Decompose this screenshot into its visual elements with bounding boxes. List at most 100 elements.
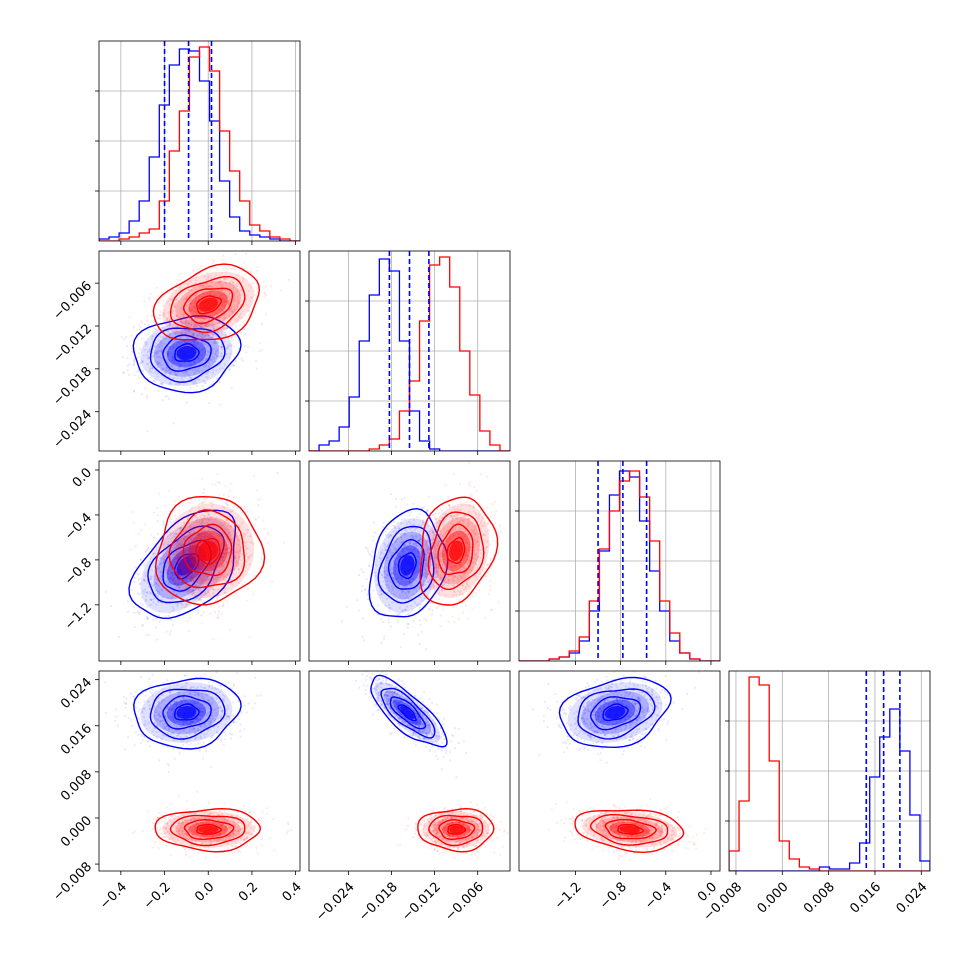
scatter-point	[214, 360, 217, 363]
scatter-point	[164, 553, 167, 556]
contour-line	[195, 295, 223, 315]
scatter-point	[413, 529, 416, 532]
scatter-point	[195, 384, 198, 388]
scatter-point	[412, 519, 415, 522]
scatter-point	[194, 316, 197, 319]
scatter-point	[201, 532, 204, 535]
scatter-point	[383, 576, 386, 579]
scatter-point	[224, 307, 227, 310]
scatter-point	[169, 521, 172, 524]
scatter-point	[157, 350, 160, 353]
scatter-point	[401, 518, 404, 521]
scatter-point	[184, 549, 187, 552]
scatter-point	[207, 334, 210, 337]
scatter-point	[417, 569, 420, 572]
scatter-point	[478, 513, 481, 516]
scatter-point	[417, 550, 420, 553]
scatter-point	[196, 596, 199, 599]
scatter-point	[480, 521, 483, 525]
scatter-point	[178, 382, 181, 385]
scatter-point	[209, 274, 212, 277]
scatter-point	[156, 583, 159, 586]
scatter-point	[201, 316, 204, 319]
scatter-point	[200, 561, 203, 564]
scatter-point	[471, 595, 474, 598]
scatter-point	[422, 584, 425, 587]
scatter-point	[203, 314, 207, 318]
scatter-point	[465, 553, 468, 556]
scatter-point	[197, 536, 200, 540]
scatter-point	[252, 289, 255, 292]
scatter-point	[405, 585, 408, 589]
scatter-point	[227, 301, 230, 304]
contour-line	[147, 525, 225, 604]
scatter-point	[412, 577, 415, 581]
scatter-point	[200, 538, 203, 541]
scatter-point	[232, 495, 236, 498]
scatter-point	[146, 591, 149, 595]
scatter-point	[217, 281, 221, 284]
scatter-point	[400, 522, 403, 525]
scatter-point	[241, 521, 244, 524]
scatter-point	[201, 517, 204, 520]
scatter-point	[251, 313, 255, 316]
scatter-point	[466, 558, 469, 561]
scatter-point	[262, 295, 266, 298]
scatter-point	[178, 586, 181, 590]
scatter-point	[156, 365, 159, 369]
scatter-point	[434, 517, 437, 520]
scatter-point	[186, 587, 189, 590]
scatter-point	[190, 590, 193, 594]
scatter-point	[240, 316, 243, 320]
scatter-point	[451, 584, 455, 587]
scatter-point	[463, 535, 467, 538]
scatter-point	[175, 290, 178, 293]
scatter-point	[438, 591, 441, 594]
scatter-point	[163, 542, 166, 545]
scatter-point	[161, 596, 164, 599]
scatter-point	[214, 283, 217, 286]
scatter-point	[209, 285, 212, 288]
scatter-point	[227, 326, 231, 329]
scatter-point	[238, 550, 241, 553]
scatter-point	[439, 573, 442, 576]
scatter-point	[418, 606, 421, 610]
scatter-point	[148, 348, 151, 351]
scatter-point	[171, 357, 174, 360]
scatter-point	[183, 537, 186, 540]
scatter-point	[174, 332, 177, 335]
scatter-point	[396, 556, 399, 559]
histogram-panel-0	[99, 41, 300, 241]
scatter-point	[172, 346, 175, 349]
scatter-point	[424, 606, 427, 609]
scatter-point	[166, 352, 170, 356]
scatter-point	[400, 578, 403, 581]
scatter-point	[459, 508, 462, 511]
scatter-point	[402, 550, 405, 553]
scatter-point	[249, 555, 252, 558]
scatter-point	[224, 544, 227, 547]
scatter-point	[217, 355, 221, 358]
scatter-point	[382, 566, 385, 569]
scatter-point	[260, 349, 263, 352]
scatter-point	[143, 354, 146, 357]
scatter-point	[201, 501, 204, 505]
scatter-point	[170, 576, 173, 579]
scatter-point	[476, 556, 479, 559]
scatter-point	[499, 530, 503, 534]
scatter-point	[155, 361, 158, 364]
scatter-point	[182, 321, 185, 325]
scatter-point	[190, 308, 194, 311]
scatter-point	[211, 568, 214, 571]
histogram-panel-1	[309, 251, 510, 451]
scatter-point	[227, 345, 230, 348]
scatter-point	[193, 380, 196, 383]
scatter-point	[171, 596, 174, 599]
scatter-point	[235, 592, 238, 596]
scatter-point	[167, 582, 170, 585]
scatter-point	[220, 345, 223, 348]
scatter-point	[141, 360, 144, 363]
scatter-point	[168, 375, 171, 378]
scatter-point	[145, 591, 148, 594]
scatter-point	[195, 318, 198, 321]
